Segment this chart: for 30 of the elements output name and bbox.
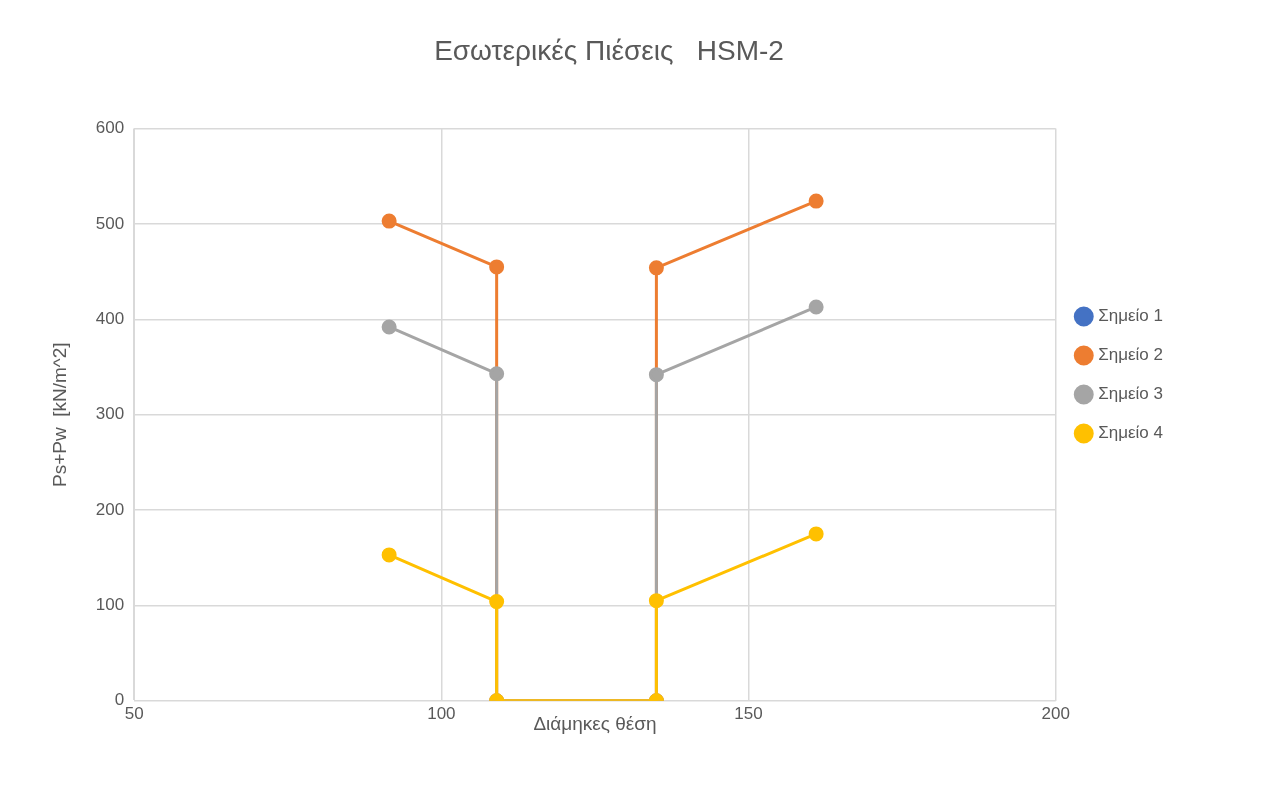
x-tick-label: 200 (1041, 703, 1070, 723)
legend-label: Σημείο 4 (1098, 423, 1163, 443)
y-tick-label: 300 (95, 404, 125, 424)
point (648, 593, 664, 609)
y-tick-label: 400 (95, 309, 125, 329)
point (808, 193, 824, 209)
point (489, 594, 505, 610)
point (648, 367, 664, 383)
legend-label: Σημείο 2 (1098, 345, 1163, 365)
point (381, 213, 397, 229)
y-tick-label: 0 (114, 690, 125, 710)
x-tick-label: 100 (427, 703, 456, 723)
point (808, 526, 824, 542)
x-tick-label: 150 (734, 703, 763, 723)
point (381, 547, 397, 563)
x-tick-label: 50 (124, 703, 144, 723)
legend-label: Σημείο 1 (1098, 306, 1163, 326)
y-tick-label: 500 (95, 213, 125, 233)
point (489, 366, 505, 382)
y-axis-title: Ps+Pw [kN/m^2] (48, 342, 70, 487)
point (381, 319, 397, 335)
y-tick-label: 200 (95, 499, 125, 519)
point (808, 299, 824, 315)
point (489, 259, 505, 275)
chart-title: Εσωτερικές Πιέσεις HSM-2 (434, 34, 784, 66)
legend-label: Σημείο 3 (1098, 384, 1163, 404)
y-tick-label: 100 (95, 595, 125, 615)
x-axis-title: Διάμηκες θέση (533, 712, 657, 734)
y-tick-label: 600 (95, 118, 125, 138)
point (648, 260, 664, 276)
